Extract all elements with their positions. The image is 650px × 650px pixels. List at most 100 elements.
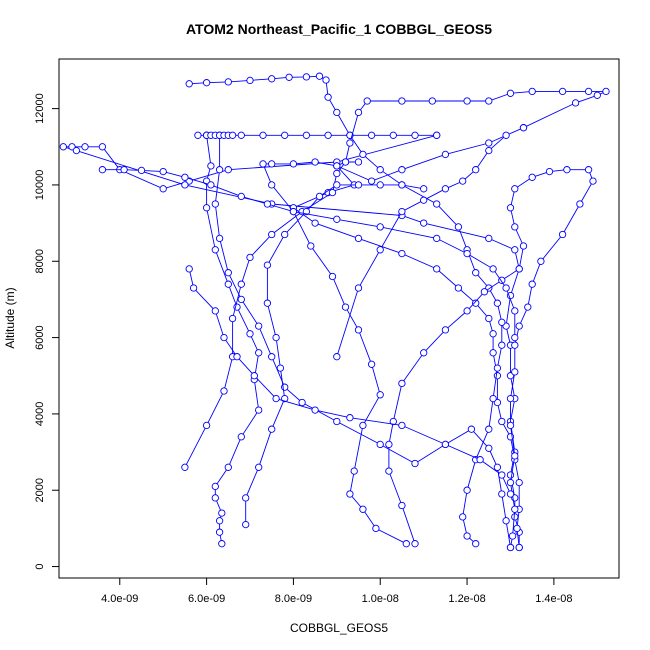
data-point — [459, 513, 467, 521]
y-tick-label: 2000 — [34, 478, 46, 502]
data-point — [376, 391, 384, 399]
data-point — [354, 234, 363, 243]
data-point — [433, 265, 441, 273]
data-point — [506, 394, 515, 403]
data-point — [324, 131, 332, 139]
data-point — [354, 326, 363, 334]
series-segment — [194, 131, 237, 139]
data-point — [511, 341, 519, 349]
data-point — [493, 299, 502, 307]
data-point — [268, 353, 276, 361]
data-point — [515, 543, 523, 552]
data-point — [211, 246, 219, 254]
data-point — [398, 379, 406, 388]
data-point — [228, 314, 237, 323]
data-point — [354, 181, 363, 189]
y-axis-label: Altitude (m) — [3, 287, 17, 348]
data-point — [506, 478, 515, 487]
series-line — [63, 134, 520, 548]
data-point — [420, 196, 428, 204]
data-point — [354, 108, 363, 117]
data-point — [207, 162, 215, 170]
data-point — [589, 177, 597, 185]
data-point — [259, 160, 267, 168]
data-point — [506, 490, 515, 498]
data-point — [372, 524, 380, 533]
data-point — [428, 97, 436, 105]
series-line — [292, 161, 520, 548]
data-point — [389, 131, 397, 139]
data-point — [433, 200, 441, 208]
data-point — [333, 215, 341, 223]
series-segment — [185, 265, 515, 498]
data-point — [398, 97, 406, 105]
series-segment — [98, 166, 519, 342]
data-point — [511, 333, 519, 342]
data-point — [281, 131, 289, 139]
data-point — [211, 307, 219, 315]
data-point — [511, 368, 519, 376]
data-point — [311, 219, 319, 227]
data-point — [202, 421, 211, 430]
data-point — [511, 223, 519, 231]
data-point — [324, 93, 332, 101]
x-tick-label: 6.0e-09 — [188, 593, 225, 605]
data-point — [454, 284, 463, 292]
data-point — [506, 543, 515, 552]
data-point — [485, 146, 493, 155]
data-point — [485, 234, 493, 243]
data-point — [237, 433, 245, 441]
data-point — [220, 333, 228, 342]
data-point — [515, 265, 523, 273]
series-line — [262, 127, 524, 545]
data-point — [255, 406, 263, 414]
data-point — [463, 486, 471, 494]
data-point — [98, 166, 107, 174]
data-point — [511, 307, 519, 315]
data-point — [328, 272, 337, 281]
data-point — [454, 223, 463, 231]
data-point — [506, 204, 515, 212]
data-point — [246, 253, 254, 262]
data-point — [472, 540, 480, 548]
data-point — [341, 303, 350, 311]
chart-title: ATOM2 Northeast_Pacific_1 COBBGL_GEOS5 — [186, 21, 492, 37]
data-point — [363, 97, 371, 105]
data-point — [498, 471, 506, 479]
data-point — [59, 143, 67, 151]
data-point — [511, 452, 519, 460]
data-point — [181, 173, 189, 181]
y-tick-label: 4000 — [34, 402, 46, 426]
data-point — [502, 517, 510, 525]
data-point — [185, 265, 193, 273]
series-segment — [211, 131, 515, 552]
y-tick-label: 8000 — [34, 249, 46, 273]
data-point — [268, 230, 276, 239]
data-point — [485, 139, 493, 147]
data-point — [346, 414, 354, 422]
data-point — [498, 341, 506, 349]
data-point — [528, 280, 536, 288]
data-point — [511, 185, 519, 193]
data-point — [402, 540, 410, 548]
data-point — [537, 257, 545, 265]
data-point — [268, 425, 276, 433]
data-point — [289, 207, 298, 216]
data-point — [459, 177, 467, 185]
data-point — [98, 143, 107, 151]
series-segment — [385, 166, 597, 552]
data-point — [528, 87, 536, 96]
data-point — [311, 406, 319, 414]
data-point — [528, 173, 536, 181]
data-point — [376, 440, 384, 449]
data-point — [120, 166, 128, 174]
data-point — [398, 166, 406, 174]
data-point — [508, 532, 517, 540]
data-point — [207, 181, 215, 189]
data-point — [218, 509, 226, 517]
data-point — [506, 89, 515, 97]
data-point — [233, 353, 241, 361]
data-point — [433, 234, 441, 243]
data-point — [250, 372, 258, 380]
series-line — [102, 169, 516, 338]
